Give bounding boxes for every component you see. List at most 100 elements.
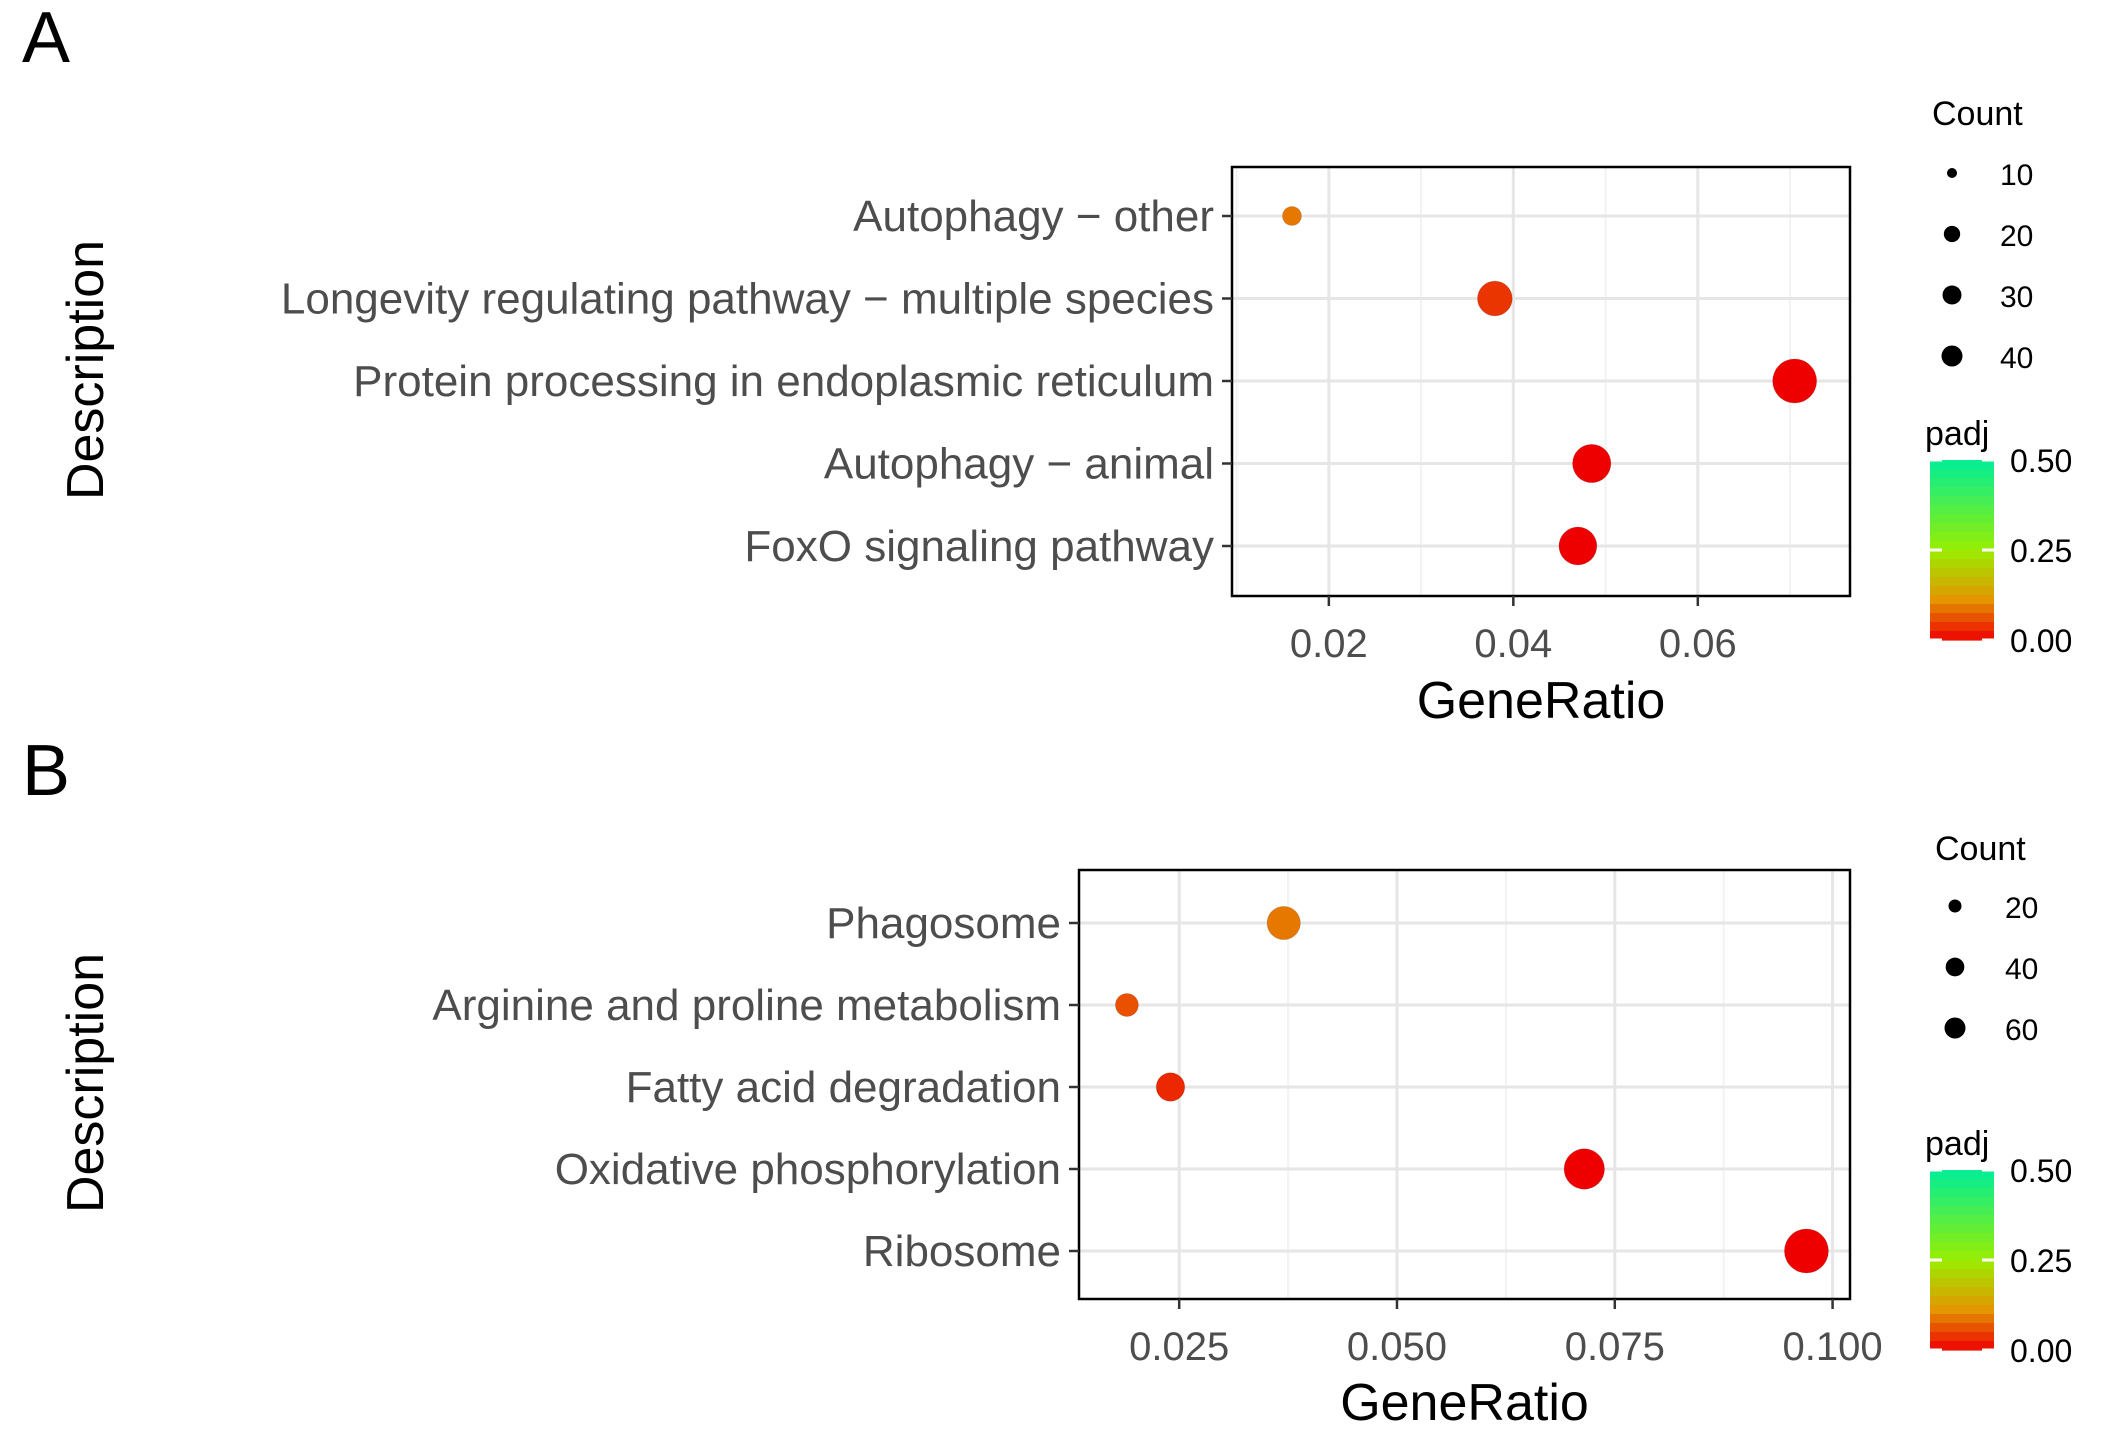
colorbar-segment	[1930, 487, 1994, 497]
panel-label: A	[22, 0, 70, 78]
colorbar-segment	[1930, 514, 1994, 524]
colorbar-segment	[1930, 1287, 1994, 1297]
y-tick-label: Autophagy − other	[853, 192, 1214, 241]
color-legend-title: padj	[1925, 1125, 1989, 1163]
plot-background	[1079, 870, 1850, 1299]
y-tick-label: Autophagy − animal	[824, 440, 1214, 489]
colorbar-segment	[1930, 1269, 1994, 1279]
y-axis-title: Description	[57, 240, 115, 500]
size-legend-label: 40	[2005, 953, 2038, 986]
colorbar-label: 0.25	[2010, 533, 2072, 569]
colorbar-segment	[1930, 604, 1994, 614]
colorbar-segment	[1930, 1179, 1994, 1189]
size-legend-dot	[1948, 899, 1962, 913]
data-point	[1783, 1228, 1829, 1274]
colorbar-segment	[1930, 1332, 1994, 1342]
colorbar-label: 0.50	[2010, 1153, 2072, 1189]
y-axis-title: Description	[57, 953, 115, 1213]
size-legend-label: 60	[2005, 1014, 2038, 1047]
data-point	[1563, 1148, 1606, 1190]
colorbar-segment	[1930, 1206, 1994, 1216]
data-point	[1476, 280, 1513, 317]
colorbar-segment	[1930, 1170, 1994, 1180]
y-tick-label: Fatty acid degradation	[626, 1063, 1061, 1112]
colorbar-segment	[1930, 478, 1994, 488]
colorbar-segment	[1930, 577, 1994, 587]
size-legend-dot	[1945, 957, 1965, 977]
colorbar-segment	[1930, 613, 1994, 623]
y-tick-label: Ribosome	[863, 1227, 1061, 1276]
y-tick-label: FoxO signaling pathway	[744, 522, 1214, 571]
size-legend-label: 30	[2000, 281, 2033, 314]
colorbar-segment	[1930, 1197, 1994, 1207]
x-tick-label: 0.100	[1783, 1325, 1883, 1369]
colorbar-segment	[1930, 523, 1994, 533]
colorbar-segment	[1930, 1314, 1994, 1324]
colorbar-segment	[1930, 1296, 1994, 1306]
y-tick-label: Longevity regulating pathway − multiple …	[281, 275, 1214, 324]
colorbar-label: 0.00	[2010, 1333, 2072, 1369]
colorbar-segment	[1930, 1242, 1994, 1252]
x-tick-label: 0.025	[1129, 1325, 1229, 1369]
colorbar-label: 0.25	[2010, 1243, 2072, 1279]
size-legend-label: 10	[2000, 159, 2033, 192]
size-legend-label: 20	[2000, 220, 2033, 253]
colorbar-segment	[1930, 550, 1994, 560]
y-tick-label: Oxidative phosphorylation	[555, 1145, 1061, 1194]
size-legend-dot	[1942, 285, 1962, 305]
colorbar-label: 0.50	[2010, 443, 2072, 479]
colorbar-segment	[1930, 1224, 1994, 1234]
colorbar-segment	[1930, 1251, 1994, 1261]
colorbar-segment	[1930, 460, 1994, 470]
data-point	[1572, 443, 1612, 484]
y-tick-label: Protein processing in endoplasmic reticu…	[353, 357, 1214, 406]
colorbar-segment	[1930, 1233, 1994, 1243]
colorbar-segment	[1930, 541, 1994, 551]
y-tick-label: Arginine and proline metabolism	[432, 981, 1061, 1030]
size-legend-title: Count	[1932, 95, 2023, 133]
x-tick-label: 0.06	[1659, 622, 1737, 666]
colorbar-segment	[1930, 496, 1994, 506]
plot-border	[1077, 868, 1852, 1301]
size-legend-title: Count	[1935, 830, 2026, 868]
colorbar-segment	[1930, 586, 1994, 596]
panel-a: A Autophagy − other Longevity regulating p…	[22, 0, 2072, 730]
panel-label: B	[22, 731, 70, 811]
x-tick-label: 0.02	[1290, 622, 1368, 666]
panel-b: B Phagosome Arginine and proline metabolis…	[22, 731, 2072, 1432]
colorbar-segment	[1930, 469, 1994, 479]
size-legend-dot	[1941, 345, 1963, 367]
colorbar-segment	[1930, 532, 1994, 542]
x-tick-label: 0.075	[1565, 1325, 1665, 1369]
data-point	[1558, 526, 1598, 566]
colorbar-segment	[1930, 631, 1994, 641]
colorbar-segment	[1930, 1188, 1994, 1198]
colorbar-segment	[1930, 1215, 1994, 1225]
color-legend-title: padj	[1925, 415, 1989, 453]
colorbar-segment	[1930, 1278, 1994, 1288]
colorbar-segment	[1930, 1341, 1994, 1351]
colorbar-segment	[1930, 622, 1994, 632]
data-point	[1266, 905, 1301, 941]
colorbar-segment	[1930, 559, 1994, 569]
size-legend-dot	[1944, 1017, 1966, 1039]
x-axis-title: GeneRatio	[1417, 672, 1666, 730]
colorbar-segment	[1930, 595, 1994, 605]
colorbar-label: 0.00	[2010, 623, 2072, 659]
data-point	[1772, 358, 1818, 404]
colorbar-segment	[1930, 1323, 1994, 1333]
colorbar-segment	[1930, 505, 1994, 515]
data-point	[1155, 1072, 1186, 1102]
data-point	[1281, 206, 1302, 226]
size-legend-dot	[1947, 168, 1957, 178]
x-tick-label: 0.050	[1347, 1325, 1447, 1369]
colorbar-segment	[1930, 1305, 1994, 1315]
colorbar-segment	[1930, 568, 1994, 578]
size-legend-label: 20	[2005, 892, 2038, 925]
colorbar-segment	[1930, 1260, 1994, 1270]
x-axis-title: GeneRatio	[1340, 1374, 1589, 1432]
size-legend-label: 40	[2000, 342, 2033, 375]
y-tick-label: Phagosome	[826, 899, 1061, 948]
size-legend-dot	[1943, 225, 1961, 243]
